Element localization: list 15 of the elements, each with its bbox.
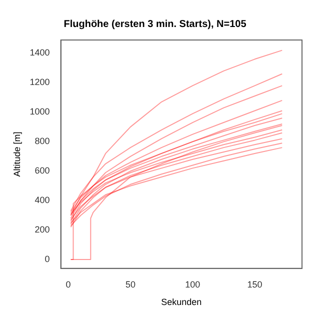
y-tick-label: 1400 <box>30 48 50 58</box>
y-axis-title: Altitude [m] <box>12 132 22 177</box>
y-tick-label: 600 <box>34 166 50 176</box>
y-tick-label: 200 <box>34 224 50 235</box>
chart-title: Flughöhe (ersten 3 min. Starts), N=105 <box>64 18 247 30</box>
y-tick-label: 1000 <box>30 106 50 117</box>
x-tick-label: 0 <box>66 279 71 290</box>
y-tick-label: 800 <box>34 136 50 146</box>
y-tick-label: 1200 <box>30 77 50 88</box>
y-tick-label: 400 <box>34 195 50 206</box>
x-tick-label: 50 <box>125 279 136 290</box>
y-tick-label: 0 <box>44 254 50 264</box>
x-tick-label: 150 <box>247 279 262 290</box>
x-axis-title: Sekunden <box>161 297 202 308</box>
x-tick-label: 100 <box>185 279 200 290</box>
